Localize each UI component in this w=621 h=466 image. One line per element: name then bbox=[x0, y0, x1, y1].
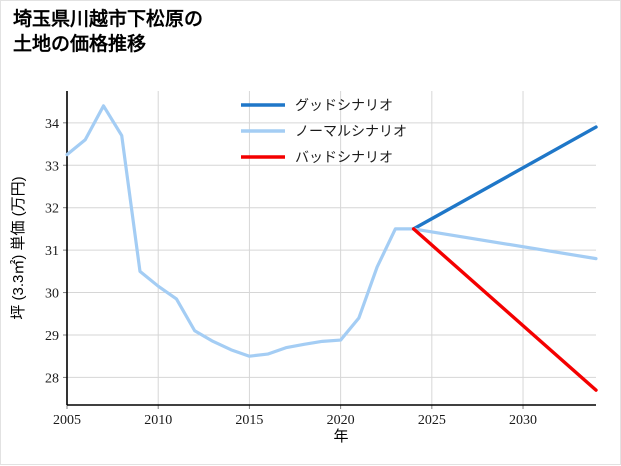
y-tick-label: 33 bbox=[45, 159, 59, 174]
y-tick-label: 30 bbox=[45, 287, 59, 302]
x-tick-label: 2025 bbox=[418, 413, 446, 428]
y-tick-label: 32 bbox=[45, 202, 59, 217]
x-tick-label: 2015 bbox=[235, 413, 263, 428]
series-line-バッドシナリオ bbox=[411, 227, 598, 392]
series-line-ノーマルシナリオ bbox=[65, 104, 598, 358]
x-tick-label: 2030 bbox=[509, 413, 537, 428]
x-tick-label: 2010 bbox=[144, 413, 172, 428]
y-tick-label: 29 bbox=[45, 329, 59, 344]
x-tick-label: 2005 bbox=[53, 413, 81, 428]
page-title: 埼玉県川越市下松原の 土地の価格推移 bbox=[13, 9, 204, 56]
series-line-グッドシナリオ bbox=[411, 125, 598, 231]
y-tick-label: 34 bbox=[45, 117, 59, 132]
y-axis-title: 坪 (3.3㎡) 単価 (万円) bbox=[10, 176, 27, 319]
y-tick-label: 31 bbox=[45, 244, 59, 259]
data-series-group bbox=[65, 104, 598, 392]
tick-labels: 28 29 30 31 32 33 34 2005 2010 2015 2020 2025 2030 bbox=[45, 117, 537, 428]
legend-label-0: グッドシナリオ bbox=[295, 97, 393, 113]
axis-spines bbox=[66, 91, 596, 406]
x-axis-title: 年 bbox=[333, 428, 348, 445]
legend-label-1: ノーマルシナリオ bbox=[295, 123, 407, 139]
legend-label-2: バッドシナリオ bbox=[295, 149, 393, 165]
y-tick-label: 28 bbox=[45, 371, 59, 386]
x-tick-label: 2020 bbox=[327, 413, 355, 428]
